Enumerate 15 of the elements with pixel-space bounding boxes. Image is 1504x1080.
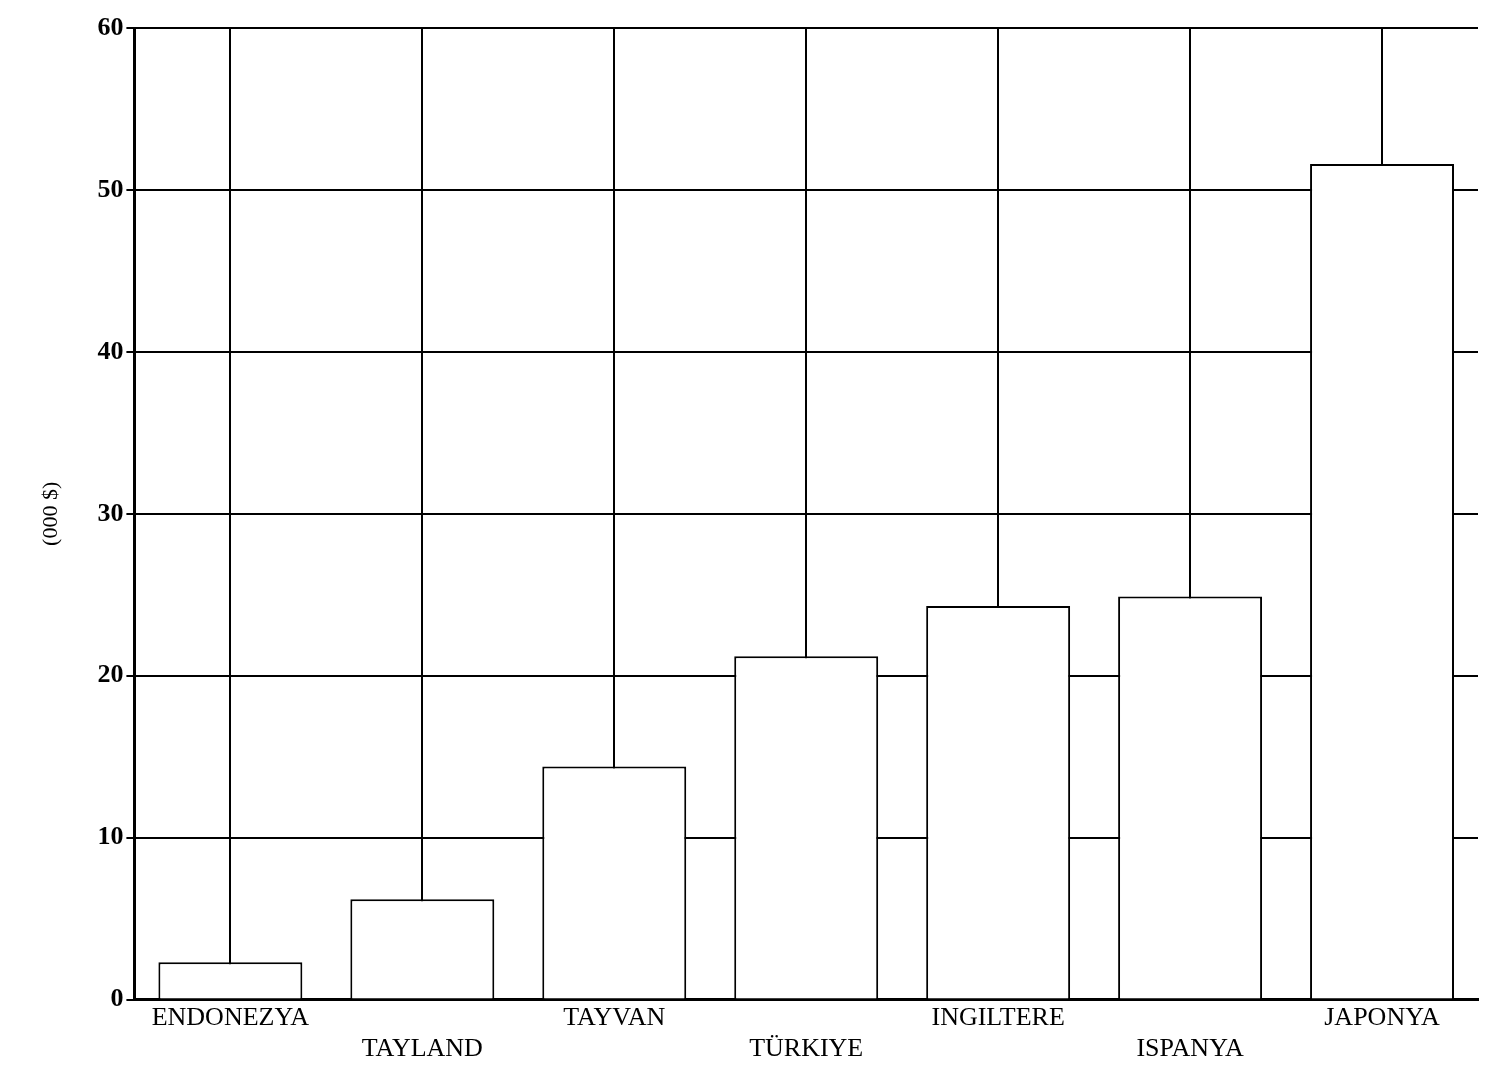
y-tick-label: 30 xyxy=(97,497,124,527)
y-tick-label: 20 xyxy=(97,659,124,689)
x-tick-label: TÜRKIYE xyxy=(749,1033,864,1063)
x-tick-label: INGILTERE xyxy=(931,1002,1065,1032)
x-tick-label: ISPANYA xyxy=(1136,1033,1245,1063)
x-tick-label: TAYVAN xyxy=(563,1002,666,1032)
y-tick-label: 0 xyxy=(110,983,124,1013)
x-tick-label: ENDONEZYA xyxy=(151,1002,310,1032)
y-tick-label: 40 xyxy=(97,335,124,365)
y-tick-label: 10 xyxy=(97,821,124,851)
y-tick-label: 50 xyxy=(97,173,124,203)
x-tick-label: TAYLAND xyxy=(361,1033,483,1063)
y-axis-title: (000 $) xyxy=(36,481,62,546)
x-tick-label: JAPONYA xyxy=(1324,1002,1441,1032)
y-tick-label: 60 xyxy=(97,11,124,41)
